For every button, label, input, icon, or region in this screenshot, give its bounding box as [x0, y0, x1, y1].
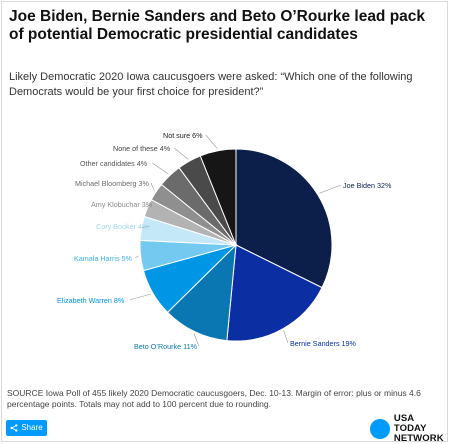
slice-label: Amy Klobuchar 3% [91, 200, 153, 209]
brand-line1: USA TODAY [393, 413, 427, 434]
pie-slice-joe-biden [235, 148, 333, 289]
brand-circle-icon [370, 419, 390, 439]
leader-line [135, 255, 139, 259]
pie-chart-svg: Joe Biden 32% Bernie Sanders 19% Beto O’Ro… [57, 131, 392, 351]
leader-line [174, 147, 189, 160]
slice-label: None of these 4% [113, 144, 171, 153]
pie-slice-not-sure [199, 148, 237, 246]
source-note: SOURCE Iowa Poll of 455 likely 2020 Demo… [7, 388, 421, 409]
leader-line [139, 225, 150, 229]
brand-wordmark: USA TODAY NETWORK [394, 414, 449, 444]
brand-line2: NETWORK [393, 433, 444, 444]
share-button-label: Share [21, 423, 43, 432]
slice-label: Elizabeth Warren 8% [57, 296, 125, 305]
usa-today-network-logo: USA TODAY NETWORK [370, 414, 449, 444]
slice-label: Joe Biden 32% [343, 181, 392, 190]
leader-line [319, 184, 342, 194]
leader-line [129, 293, 152, 301]
pie-slice-bernie-sanders [226, 244, 323, 342]
slice-label: Bernie Sanders 19% [290, 339, 357, 348]
pie-slice-beto-o-rourke [166, 243, 237, 342]
slice-label: Not sure 6% [163, 131, 203, 140]
slice-label: Michael Bloomberg 3% [75, 179, 150, 188]
share-button[interactable]: Share [6, 420, 47, 436]
leader-line [152, 162, 169, 175]
slice-label: Beto O’Rourke 11% [134, 342, 198, 351]
chart-subtitle: Likely Democratic 2020 Iowa caucusgoers … [9, 71, 413, 98]
chart-title: Joe Biden, Bernie Sanders and Beto O’Rou… [9, 8, 426, 43]
leader-line [205, 134, 218, 149]
slice-label: Cory Booker 4% [96, 222, 149, 231]
share-icon [10, 424, 18, 432]
slice-label: Other candidates 4% [80, 159, 148, 168]
pie-chart: Joe Biden 32% Bernie Sanders 19% Beto O’Ro… [0, 110, 449, 380]
leader-line [150, 182, 155, 191]
leader-line [283, 330, 289, 344]
slice-label: Kamala Harris 5% [74, 254, 133, 263]
leader-line [193, 333, 200, 347]
leader-line [145, 203, 153, 208]
